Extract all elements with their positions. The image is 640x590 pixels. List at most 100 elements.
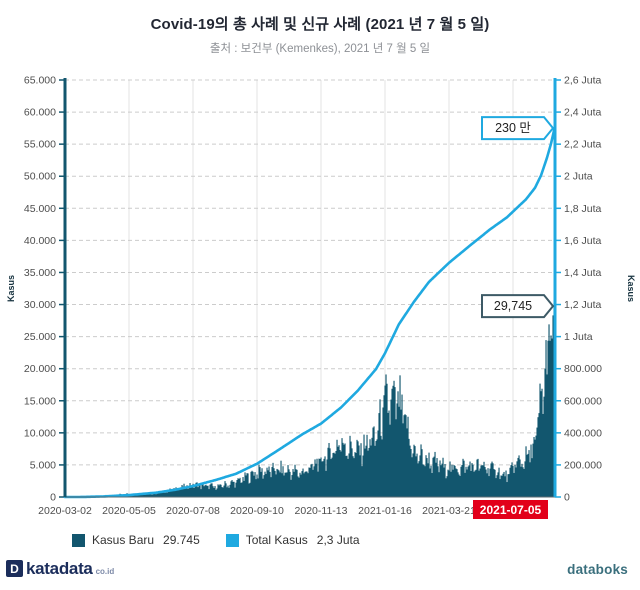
bar [503,471,505,497]
bar [229,484,231,497]
bar [448,470,450,497]
bar [388,410,390,497]
bar [401,394,403,497]
bar [394,387,396,497]
legend-item-kasus-baru[interactable]: Kasus Baru 29.745 [72,533,200,547]
bar [522,467,524,497]
bar [268,466,270,497]
katadata-logo[interactable]: D katadata co.id [6,560,114,577]
bar [382,407,384,497]
bar [512,465,514,497]
bar [478,470,480,497]
bar [223,485,225,497]
bar [509,467,511,497]
bar [329,448,331,497]
legend-item-total-kasus[interactable]: Total Kasus 2,3 Juta [225,533,360,547]
bar [527,453,529,497]
bar [276,468,278,497]
y-right-tick-label: 2,2 Juta [564,139,602,151]
databoks-logo[interactable]: databoks [567,562,628,577]
bar [483,461,485,497]
bar [411,457,413,497]
bar [264,471,266,497]
total-kasus-label: Total Kasus [245,533,308,547]
y-left-axis-title: Kasus [6,275,16,302]
bar [230,481,232,497]
bar [541,388,543,497]
bar [261,468,263,497]
bar [240,482,242,497]
bar [191,487,193,497]
chart-canvas[interactable]: 0 5.000 10.000 15.000 20.000 25.000 30.000 35.0… [0,70,640,528]
bar [517,457,519,497]
bar [412,453,414,497]
bar [187,488,189,497]
bar [514,464,516,497]
bar [186,485,188,497]
bar [345,456,347,497]
bar [194,486,196,497]
bar [400,409,402,497]
bar [435,462,437,497]
bar [416,453,418,497]
bar [159,492,161,497]
y-right-tick-label: 2 Juta [564,171,593,183]
bar [361,466,363,497]
bar [351,448,353,497]
bar [422,464,424,497]
bar [333,452,335,497]
bar [137,495,139,497]
bar [291,475,293,497]
bar [174,489,176,497]
bar [359,455,361,497]
bar [180,488,182,497]
bar [155,494,157,497]
bar [385,374,387,497]
bar [284,472,286,497]
bar [457,472,459,497]
bar [271,467,273,497]
y-right-axis-title: Kasus [626,275,636,302]
bar [353,458,355,497]
bar [272,462,274,497]
bar [210,483,212,497]
bar [282,466,284,497]
bar [475,469,477,497]
bar [192,483,194,497]
bar [197,487,199,497]
bar [539,383,541,497]
bar [219,484,221,497]
bar [354,452,356,497]
bar [204,485,206,497]
bar [419,455,421,497]
bar [367,450,369,497]
bar [244,472,246,497]
bar [456,469,458,497]
bar [482,465,484,497]
bar [184,488,186,497]
bar [296,469,298,497]
bar [465,466,467,497]
bar [425,455,427,497]
bar [516,461,518,497]
bar [277,469,279,497]
bar [319,458,321,497]
bar [310,464,312,497]
x-tick-label: 2021-01-16 [358,505,412,517]
bar [322,461,324,497]
bar [407,416,409,497]
bar [144,493,146,497]
bar [461,464,463,497]
y-right-tick-label: 2,4 Juta [564,107,602,119]
bar [349,435,351,497]
bar [489,468,491,497]
bar [365,445,367,497]
total-kasus-value: 2,3 Juta [316,533,360,547]
bar [369,439,371,497]
bar [451,464,453,497]
bar [499,479,501,497]
bar [209,484,211,497]
bar [263,475,265,497]
bar [246,473,248,497]
bar [526,454,528,497]
